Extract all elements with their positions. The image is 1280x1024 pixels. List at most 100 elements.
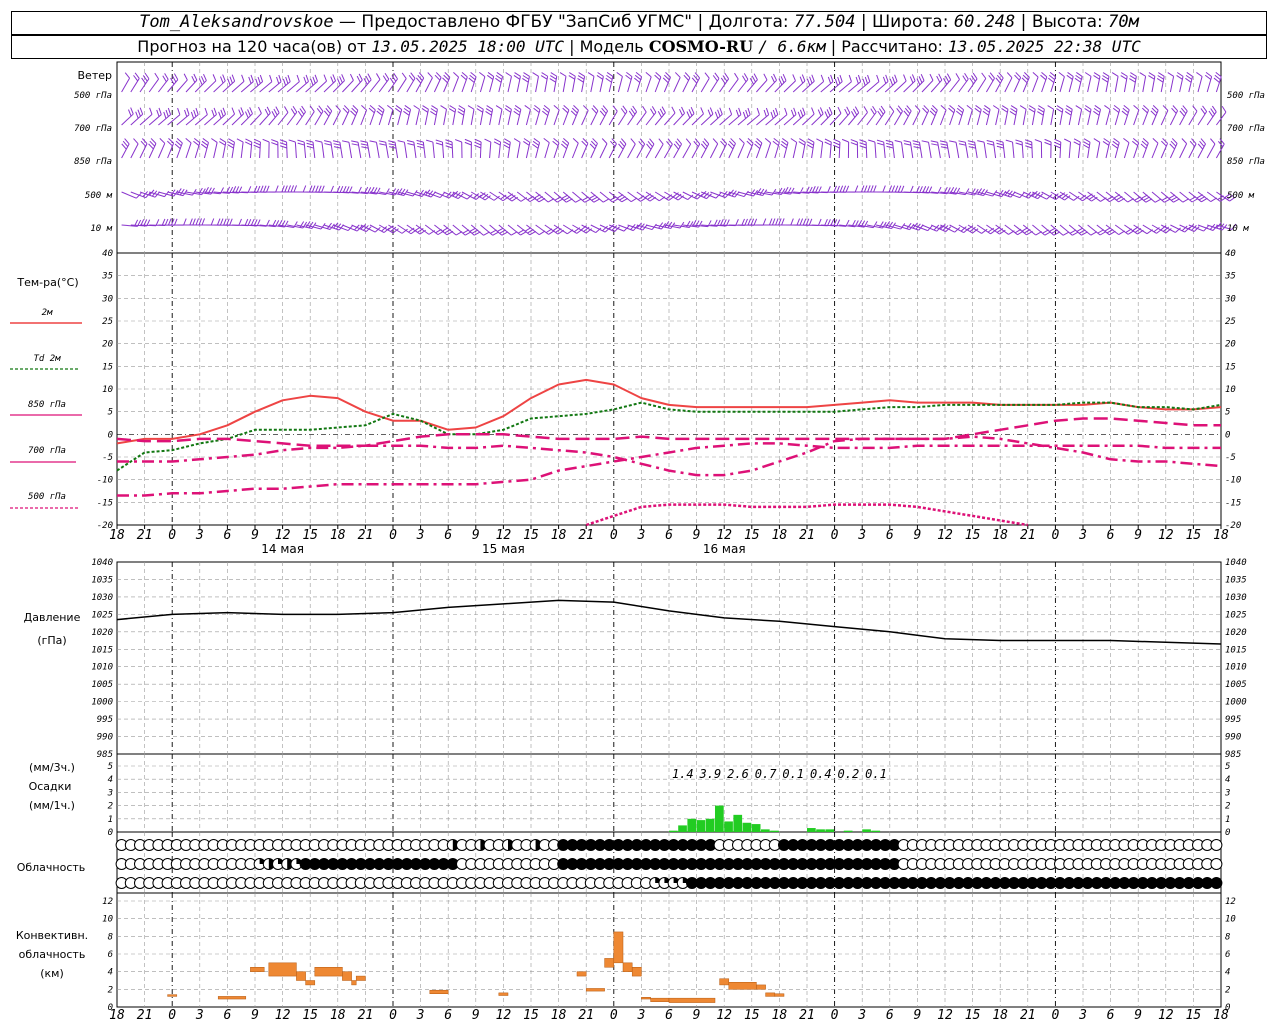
wind-barb-feather — [417, 145, 425, 149]
wind-barb-feather — [799, 138, 806, 143]
wind-barb — [691, 190, 712, 200]
conv-tick: 0 — [108, 1003, 113, 1013]
wind-barb-feather — [219, 218, 224, 226]
wind-barb-staff — [792, 142, 798, 159]
wind-barb — [885, 139, 895, 159]
wind-barb-feather — [1171, 107, 1177, 114]
wind-barb-feather — [1181, 138, 1188, 144]
wind-barb-feather — [882, 76, 887, 84]
wind-barb — [754, 137, 763, 159]
wind-barb-feather — [753, 218, 758, 226]
wind-barb-staff — [755, 142, 763, 159]
wind-barb-feather — [802, 218, 807, 226]
wind-barb-staff — [470, 224, 484, 236]
wind-barb-feather — [1221, 105, 1227, 113]
wind-barb-staff — [774, 114, 788, 126]
wind-barb — [240, 107, 253, 126]
wind-barb-staff — [121, 191, 137, 199]
wind-barb-staff — [590, 191, 604, 203]
wind-barb — [654, 106, 666, 126]
precip-3h-label: 0.1 — [782, 767, 804, 781]
wind-barb-feather — [1150, 110, 1157, 117]
wind-barb-staff — [1188, 224, 1204, 232]
wind-barb-feather — [216, 218, 221, 226]
wind-barb — [315, 139, 325, 159]
wind-barb — [977, 140, 987, 159]
wind-barb-feather — [374, 226, 381, 233]
wind-barb-feather — [200, 143, 208, 149]
wind-barb-staff — [434, 191, 450, 199]
x-tick-label-bottom: 9 — [1134, 1008, 1142, 1023]
wind-barb — [360, 73, 372, 93]
wind-barb — [682, 72, 691, 93]
wind-barb-feather — [1009, 111, 1017, 116]
pressure-series — [116, 599, 1222, 645]
wind-barb-feather — [1129, 75, 1137, 80]
wind-barb-staff — [765, 142, 772, 159]
wind-barb-feather — [358, 73, 363, 81]
wind-barb — [219, 138, 227, 159]
wind-barb — [480, 224, 500, 236]
wind-barb-staff — [158, 79, 169, 93]
wind-barb — [388, 188, 409, 196]
wind-barb-staff — [903, 224, 919, 231]
wind-barb-feather — [211, 109, 215, 117]
wind-barb-staff — [167, 114, 181, 126]
wind-barb — [333, 186, 353, 194]
wind-barb — [167, 107, 181, 126]
wind-barb-feather — [339, 186, 344, 193]
wind-barb-feather — [226, 218, 230, 226]
temp-tick: 5 — [108, 408, 113, 418]
wind-barb-feather — [351, 143, 359, 146]
wind-barb — [1204, 71, 1213, 93]
wind-barb-feather — [177, 107, 181, 115]
wind-barb — [1093, 105, 1102, 126]
wind-barb-feather — [1173, 198, 1180, 203]
wind-barb-feather — [1185, 77, 1192, 83]
wind-barb-staff — [903, 80, 916, 93]
precip-tick: 1 — [108, 815, 113, 825]
wind-barb-feather — [192, 188, 197, 196]
wind-barb-feather — [694, 192, 700, 199]
wind-barb-feather — [889, 78, 894, 86]
wind-barb-staff — [1188, 143, 1197, 159]
wind-barb — [1148, 72, 1156, 93]
wind-barb-feather — [584, 198, 592, 203]
wind-barb-feather — [703, 192, 710, 198]
wind-barb-feather — [211, 138, 218, 143]
x-tick-label: 6 — [665, 528, 673, 543]
lat-value: 60.248 — [953, 12, 1016, 32]
wind-barb-staff — [802, 80, 815, 93]
wind-barb-staff — [424, 77, 433, 93]
wind-barb-feather — [828, 107, 833, 114]
wind-barb-feather — [996, 139, 1004, 143]
wind-barb — [783, 74, 796, 93]
wind-barb-feather — [141, 138, 148, 144]
wind-barb-feather — [775, 218, 779, 226]
wind-barb-feather — [440, 105, 447, 110]
wind-barb-feather — [1158, 72, 1165, 77]
wind-barb-staff — [1215, 111, 1227, 126]
conv-bar — [765, 992, 776, 997]
wind-barb-feather — [1059, 192, 1066, 198]
wind-barb-feather — [1053, 144, 1061, 149]
wind-barb-feather — [657, 110, 663, 118]
wind-barb — [562, 104, 570, 126]
wind-barb-feather — [513, 75, 521, 80]
wind-barb-staff — [303, 142, 307, 159]
wind-barb-feather — [1113, 104, 1120, 111]
wind-barb-staff — [323, 80, 336, 93]
conv-bar — [296, 971, 306, 981]
wind-barb-feather — [580, 225, 587, 231]
wind-barb-feather — [297, 142, 305, 146]
wind-barb-staff — [369, 79, 381, 93]
legend-td2m: Td 2м — [33, 354, 61, 364]
wind-barb-feather — [426, 139, 434, 143]
wind-barb-feather — [922, 107, 928, 114]
wind-barb-feather — [185, 137, 192, 144]
wind-barb-feather — [929, 73, 934, 81]
wind-barb-feather — [770, 111, 774, 119]
wind-barb-feather — [931, 105, 938, 111]
wind-barb-feather — [889, 105, 895, 112]
wind-barb-feather — [771, 188, 777, 196]
